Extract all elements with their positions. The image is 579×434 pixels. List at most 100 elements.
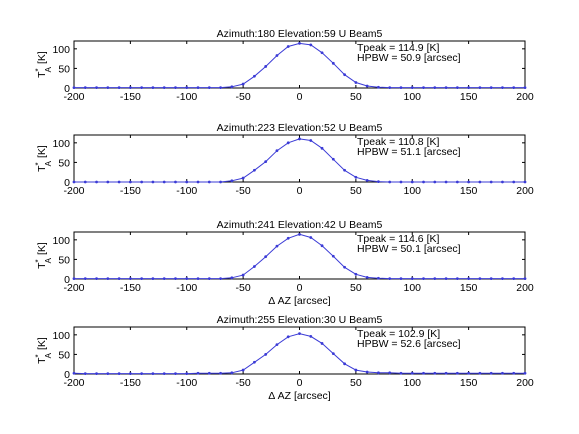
y-tick-label: 100 (52, 330, 70, 342)
series-line (74, 42, 525, 89)
data-point (117, 180, 121, 184)
data-point (275, 244, 279, 248)
panel-title: Azimuth:241 Elevation:42 U Beam5 (217, 219, 383, 231)
data-point (298, 232, 301, 236)
data-point (298, 137, 301, 141)
x-tick-label: 0 (297, 185, 303, 197)
data-point (433, 86, 437, 90)
data-point (117, 277, 121, 281)
data-point (275, 149, 279, 153)
x-tick-label: 100 (403, 282, 421, 294)
data-point (241, 82, 245, 86)
data-point (410, 277, 414, 281)
x-axis-label: Δ AZ [arcsec] (268, 295, 331, 307)
peak-annotation: Tpeak = 114.6 [K] (357, 233, 439, 245)
y-tick-label: 50 (58, 157, 70, 169)
data-point (174, 372, 177, 376)
data-point (365, 84, 369, 88)
data-point (117, 372, 121, 376)
data-point (185, 180, 189, 184)
data-point (365, 276, 369, 279)
y-tick-label: 0 (64, 177, 70, 189)
data-point (377, 276, 380, 280)
data-point (241, 273, 245, 277)
data-point (286, 335, 290, 339)
data-point (501, 86, 504, 90)
peak-annotation: Tpeak = 110.8 [K] (357, 136, 439, 148)
data-point (128, 86, 132, 90)
data-point (523, 371, 527, 375)
x-tick-label: 50 (350, 185, 362, 197)
data-point (72, 180, 76, 184)
data-point (410, 371, 414, 375)
data-point (433, 277, 437, 281)
x-tick-label: -200 (63, 377, 84, 389)
data-point (309, 236, 313, 239)
peak-annotation: HPBW = 50.9 [arcsec] (357, 52, 461, 64)
x-tick-label: 200 (516, 91, 534, 103)
panel-title: Azimuth:180 Elevation:59 U Beam5 (217, 28, 383, 40)
data-point (388, 277, 392, 281)
y-tick-label: 0 (64, 274, 70, 286)
data-point (264, 255, 268, 259)
data-point (219, 86, 222, 90)
data-point (455, 180, 459, 184)
data-point (478, 277, 482, 281)
data-point (128, 277, 132, 281)
data-point (377, 371, 380, 375)
data-point (388, 371, 392, 375)
x-tick-label: 50 (350, 282, 362, 294)
data-point (253, 265, 256, 268)
x-tick-label: -150 (120, 91, 141, 103)
data-point (117, 86, 121, 90)
data-point (377, 85, 380, 89)
data-point (185, 277, 189, 281)
data-point (207, 371, 211, 375)
data-point (106, 180, 110, 184)
data-point (286, 45, 290, 48)
data-point (162, 277, 166, 281)
data-point (95, 372, 98, 376)
data-point (72, 86, 76, 90)
series-line (74, 233, 525, 280)
data-point (512, 180, 516, 184)
data-point (478, 86, 482, 90)
data-point (365, 370, 369, 374)
data-point (196, 86, 200, 90)
peak-annotation: HPBW = 50.1 [arcsec] (357, 243, 461, 255)
y-axis-label: T*A[K] (34, 51, 53, 78)
data-point (140, 372, 144, 376)
x-tick-label: 150 (460, 91, 478, 103)
y-tick-label: 100 (52, 138, 70, 150)
data-point (365, 179, 369, 182)
data-point (399, 180, 403, 184)
data-point (241, 176, 245, 180)
data-point (343, 168, 346, 172)
peak-annotation: HPBW = 52.6 [arcsec] (357, 338, 461, 350)
data-point (174, 180, 177, 184)
data-point (343, 265, 346, 269)
data-point (399, 371, 403, 375)
data-point (83, 86, 87, 90)
data-point (219, 371, 222, 375)
data-point (196, 371, 200, 375)
x-tick-label: -50 (236, 377, 251, 389)
data-point (230, 179, 234, 183)
data-point (230, 371, 234, 375)
x-tick-label: 50 (350, 91, 362, 103)
data-point (320, 146, 324, 150)
data-point (467, 180, 471, 184)
data-point (422, 277, 425, 281)
x-tick-label: -100 (176, 282, 197, 294)
x-tick-label: -150 (120, 377, 141, 389)
x-tick-label: -150 (120, 282, 141, 294)
data-point (286, 141, 290, 145)
data-point (275, 54, 279, 57)
data-point (354, 368, 358, 372)
data-point (354, 272, 358, 276)
data-point (241, 368, 245, 372)
data-point (219, 180, 222, 184)
x-tick-label: 200 (516, 282, 534, 294)
data-point (174, 86, 177, 90)
x-tick-label: 150 (460, 377, 478, 389)
